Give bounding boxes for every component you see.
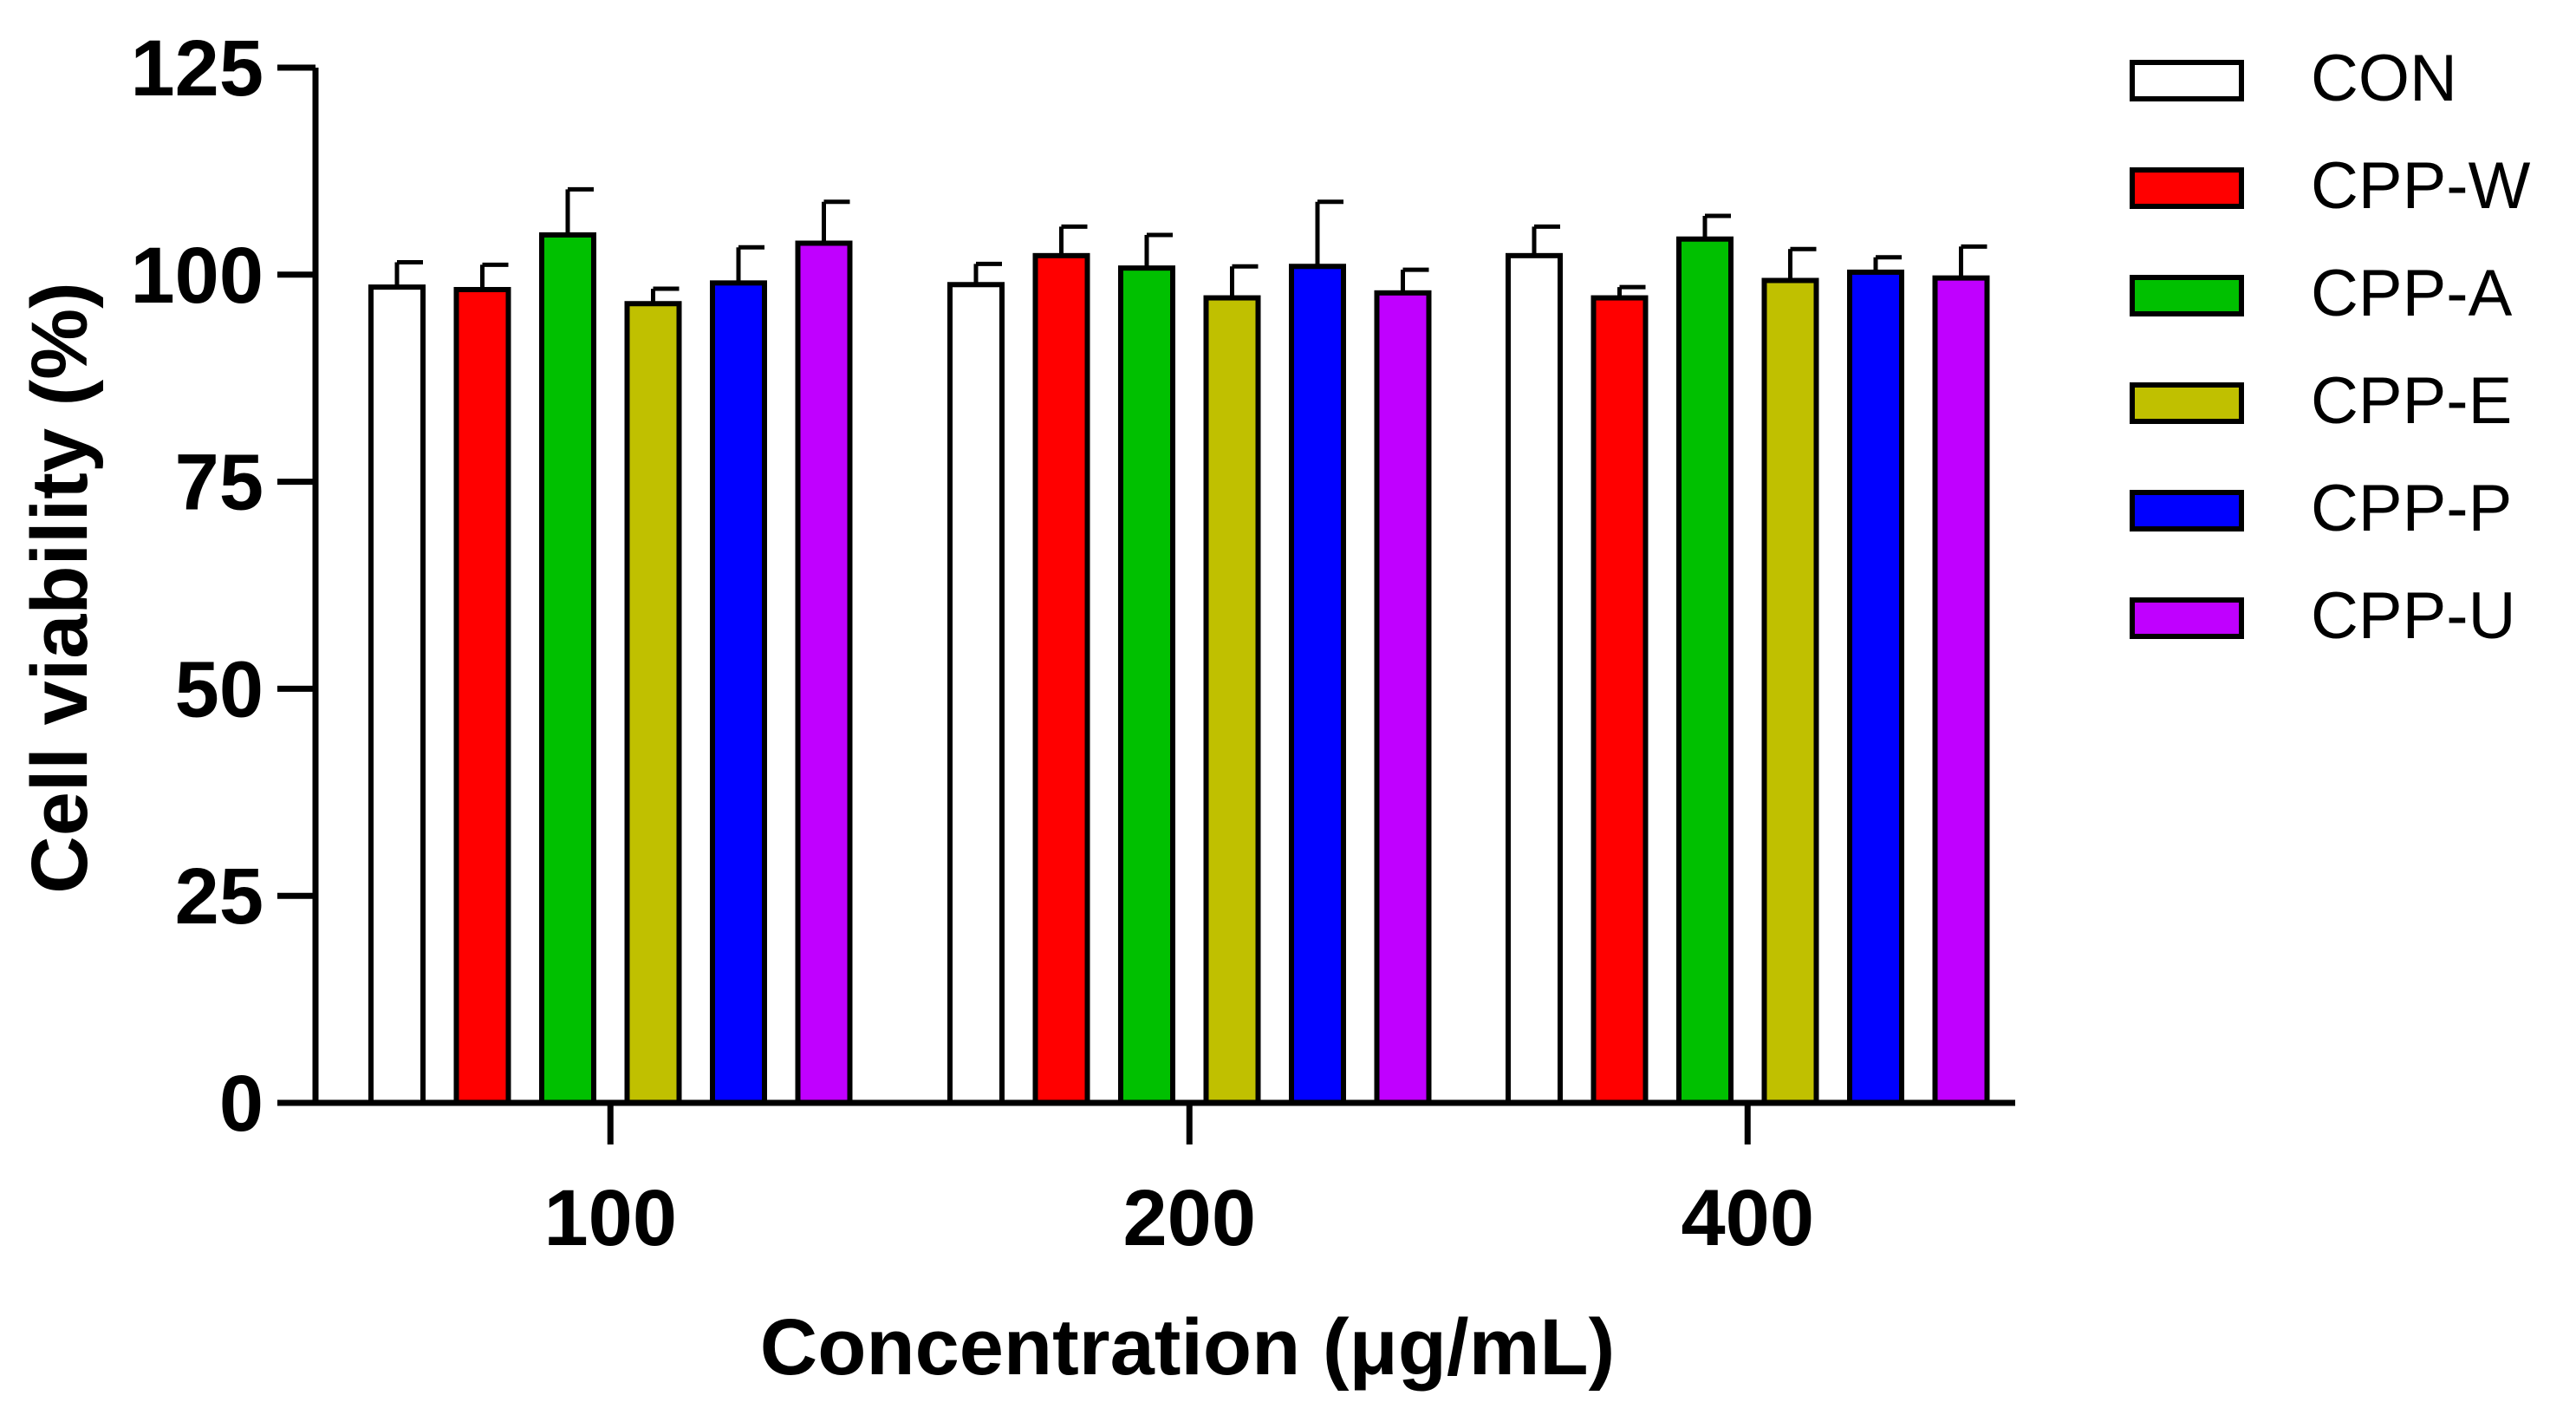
bar-cpp-w-100 [453,286,511,1105]
bar-cpp-p-100 [710,280,767,1105]
bar-cpp-u-200 [1374,290,1432,1105]
legend-swatch-con [2130,60,2244,101]
bar-cpp-u-400 [1932,275,1990,1105]
bar-con-200 [947,282,1005,1105]
legend: CON CPP-W CPP-A CPP-E CPP-P CPP-U [2130,42,2531,653]
legend-swatch-cpp-u [2130,597,2244,639]
y-axis-ticks: 0 25 50 75 100 125 [131,24,315,1148]
y-tick-label: 100 [131,231,264,320]
bar-cpp-w-200 [1032,252,1090,1106]
legend-swatch-cpp-e [2130,382,2244,424]
bar-cpp-u-100 [795,240,853,1106]
legend-label-cpp-u: CPP-U [2311,579,2515,653]
x-tick-label: 200 [1123,1174,1257,1262]
x-axis-ticks: 100 200 400 [544,1103,1815,1262]
x-axis-title: Concentration (μg/mL) [760,1303,1615,1392]
bar-con-100 [368,284,426,1105]
legend-label-con: CON [2311,42,2457,115]
error-bars [394,186,1987,304]
bars [368,231,1990,1106]
legend-label-cpp-w: CPP-W [2311,149,2531,223]
axes [312,68,2015,1106]
x-tick-label: 100 [544,1174,678,1262]
bar-cpp-p-400 [1847,269,1904,1105]
bar-cpp-e-100 [624,301,682,1105]
bar-cpp-w-400 [1590,295,1649,1105]
bar-cpp-e-200 [1203,295,1261,1105]
bar-cpp-p-200 [1289,264,1346,1105]
y-tick-label: 50 [175,645,263,734]
x-tick-label: 400 [1682,1174,1815,1262]
y-tick-label: 25 [175,852,263,941]
y-tick-label: 0 [219,1060,263,1148]
legend-label-cpp-a: CPP-A [2311,257,2513,330]
bar-con-400 [1506,252,1563,1106]
legend-swatch-cpp-a [2130,275,2244,316]
y-axis-title: Cell viability (%) [16,282,104,894]
bar-cpp-a-100 [539,231,596,1106]
bar-cpp-a-200 [1118,265,1175,1105]
y-tick-label: 75 [175,439,263,527]
bar-cpp-a-400 [1676,236,1734,1106]
y-tick-label: 125 [131,24,264,113]
legend-swatch-cpp-p [2130,490,2244,531]
legend-swatch-cpp-w [2130,167,2244,209]
bar-cpp-e-400 [1761,277,1819,1105]
legend-label-cpp-p: CPP-P [2311,472,2512,545]
legend-label-cpp-e: CPP-E [2311,364,2512,438]
